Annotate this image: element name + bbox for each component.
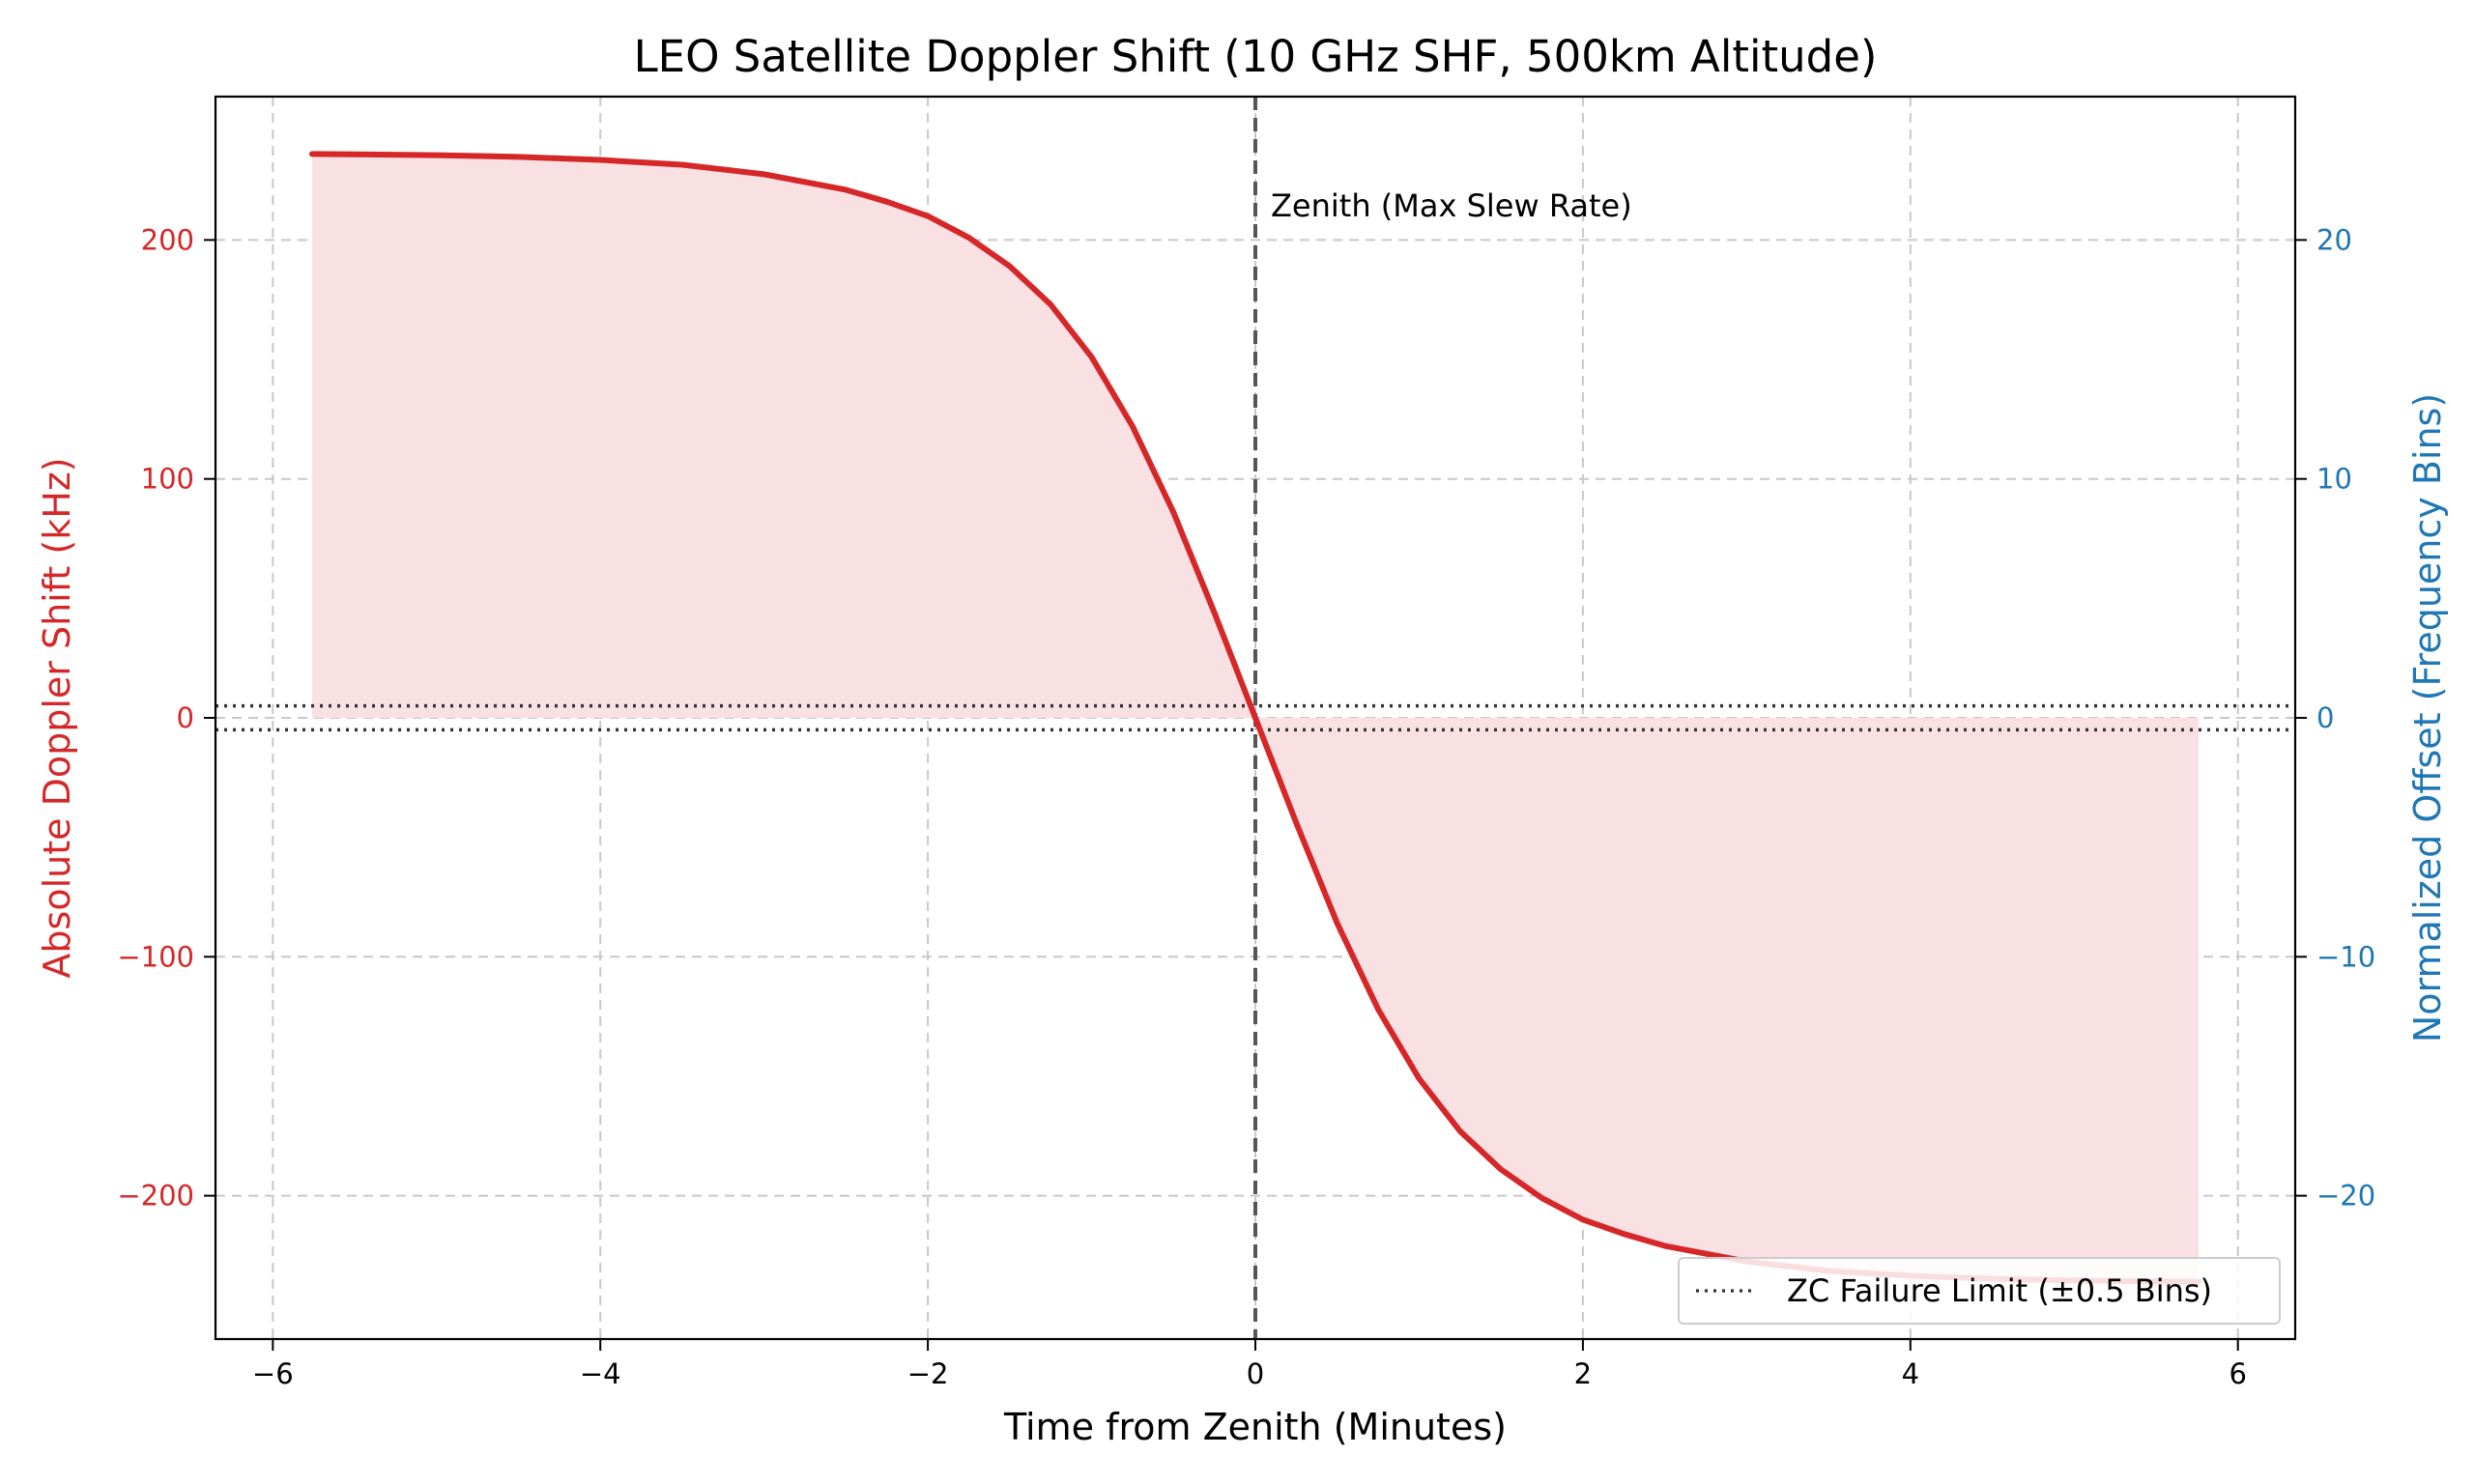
y2-tick-label: −10: [2316, 940, 2375, 973]
x-tick-label: −6: [252, 1357, 294, 1390]
y-tick-label: −200: [117, 1180, 194, 1213]
legend: ZC Failure Limit (±0.5 Bins): [1678, 1257, 2281, 1325]
x-axis-label: Time from Zenith (Minutes): [1003, 1406, 1507, 1448]
series-layer: [308, 151, 2202, 1285]
x-tick-label: 4: [1902, 1357, 1919, 1390]
y2-tick-label: −20: [2316, 1180, 2375, 1213]
y2-tick-label: 0: [2316, 701, 2334, 734]
y-tick-label: 200: [141, 223, 194, 256]
x-axis-ticks: −6 −4 −2 0 2 4 6: [252, 1339, 2247, 1390]
legend-box: [1678, 1257, 2281, 1325]
doppler-curve: [308, 151, 2202, 1285]
x-tick-label: 0: [1247, 1357, 1264, 1390]
x-tick-label: 2: [1574, 1357, 1592, 1390]
x-tick-label: −4: [580, 1357, 621, 1390]
chart-title: LEO Satellite Doppler Shift (10 GHz SHF,…: [634, 31, 1878, 82]
legend-entry-zc-limit: ZC Failure Limit (±0.5 Bins): [1787, 1272, 2212, 1309]
x-tick-label: −2: [907, 1357, 949, 1390]
y-tick-label: 100: [141, 463, 194, 496]
y-axis-label: Absolute Doppler Shift (kHz): [36, 457, 78, 978]
y2-tick-label: 10: [2316, 463, 2352, 496]
y2-tick-label: 20: [2316, 223, 2352, 256]
zenith-annotation: Zenith (Max Slew Rate): [1271, 187, 1632, 224]
y-axis-ticks: −200 −100 0 100 200: [117, 223, 216, 1213]
y-tick-label: 0: [177, 701, 194, 734]
y2-axis-ticks: −20 −10 0 10 20: [2295, 223, 2375, 1213]
y2-axis-label: Normalized Offset (Frequency Bins): [2406, 393, 2449, 1042]
x-tick-label: 6: [2229, 1357, 2246, 1390]
y-tick-label: −100: [117, 940, 194, 973]
